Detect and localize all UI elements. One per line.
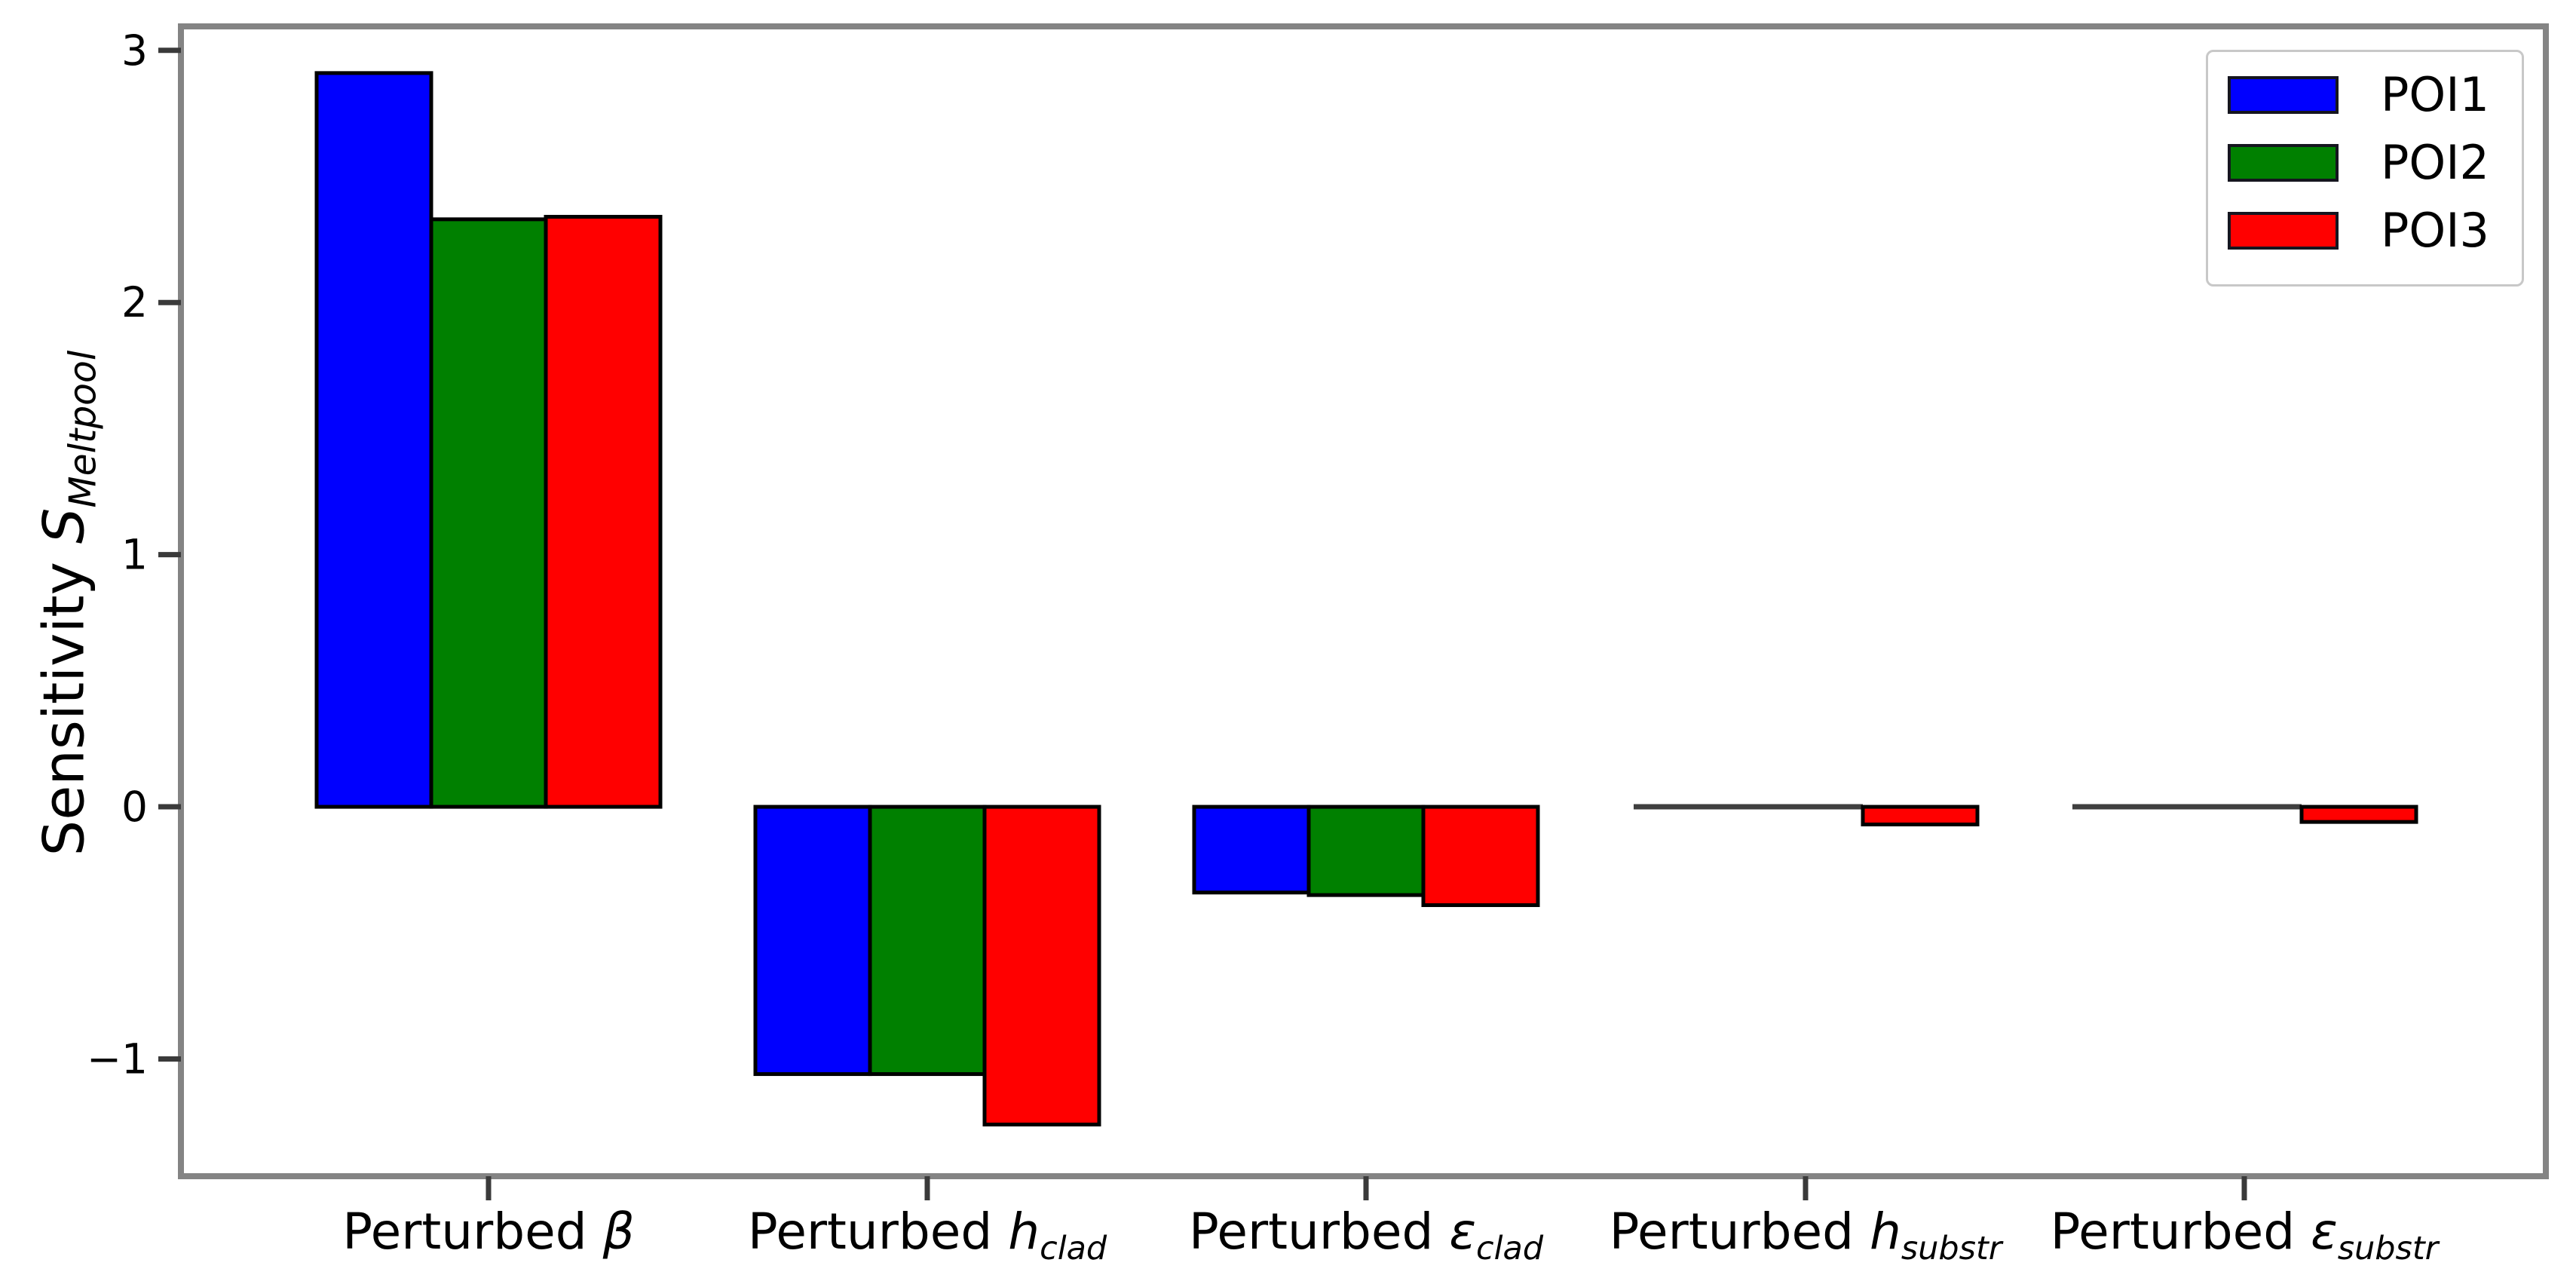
bar xyxy=(1421,804,1540,907)
y-label-subscript: Meltpool xyxy=(62,350,105,508)
x-label-prefix: Perturbed xyxy=(2050,1203,2311,1261)
x-label-subscript-wrap: clad xyxy=(1476,1230,1543,1267)
bar xyxy=(753,804,872,1077)
x-label-symbol: h xyxy=(1870,1203,1901,1261)
legend-entry: POI2 xyxy=(2208,139,2522,186)
x-tick-label: Perturbed εclad xyxy=(1188,1203,1543,1264)
bar xyxy=(868,804,987,1077)
x-label-subscript-wrap: substr xyxy=(1901,1230,2002,1267)
legend-swatch xyxy=(2228,212,2339,250)
y-tick-label: 3 xyxy=(121,26,148,75)
y-label-symbol: S xyxy=(30,507,97,544)
legend-entry: POI1 xyxy=(2208,72,2522,118)
x-label-subscript: clad xyxy=(1476,1230,1544,1268)
x-label-subscript: clad xyxy=(1040,1230,1107,1268)
x-label-symbol: h xyxy=(1008,1203,1040,1261)
x-label-symbol: ε xyxy=(1449,1203,1477,1261)
legend-swatch xyxy=(2228,144,2339,182)
y-axis-label: Sensitivity SMeltpool xyxy=(31,351,105,857)
bar xyxy=(2299,804,2418,824)
legend-swatch xyxy=(2228,76,2339,114)
y-label-prefix: Sensitivity xyxy=(30,544,97,857)
bar xyxy=(429,217,548,809)
x-label-prefix: Perturbed xyxy=(747,1203,1009,1261)
y-tick-label: 0 xyxy=(121,783,148,831)
bar xyxy=(1861,804,1980,826)
bar xyxy=(1306,804,1426,897)
x-label-subscript: substr xyxy=(2337,1230,2439,1268)
y-tick-label: 2 xyxy=(121,278,148,326)
x-label-symbol: β xyxy=(602,1203,635,1261)
x-label-prefix: Perturbed xyxy=(1188,1203,1450,1261)
x-label-prefix: Perturbed xyxy=(342,1203,603,1261)
x-tick-label: Perturbed β xyxy=(342,1203,635,1261)
x-label-prefix: Perturbed xyxy=(1609,1203,1870,1261)
bar xyxy=(982,804,1101,1126)
y-tick-label: −1 xyxy=(87,1034,148,1083)
legend-label: POI3 xyxy=(2381,203,2489,258)
legend-label: POI1 xyxy=(2381,67,2489,122)
x-tick-label: Perturbed hsubstr xyxy=(1609,1203,2002,1264)
y-tick-label: 1 xyxy=(121,531,148,579)
x-label-subscript-wrap: substr xyxy=(2338,1230,2439,1267)
x-label-subscript-wrap: clad xyxy=(1040,1230,1107,1267)
x-tick-label: Perturbed εsubstr xyxy=(2050,1203,2439,1264)
x-tick-label: Perturbed hclad xyxy=(747,1203,1107,1264)
x-label-subscript: substr xyxy=(1901,1230,2002,1268)
x-label-symbol: ε xyxy=(2311,1203,2338,1261)
bar xyxy=(1192,804,1311,895)
legend-label: POI2 xyxy=(2381,135,2489,190)
bar xyxy=(314,71,433,809)
y-label-subscript-wrap: Meltpool xyxy=(63,351,105,508)
bar xyxy=(544,214,663,809)
legend: POI1 POI2 POI3 xyxy=(2206,50,2524,287)
legend-entry: POI3 xyxy=(2208,207,2522,254)
